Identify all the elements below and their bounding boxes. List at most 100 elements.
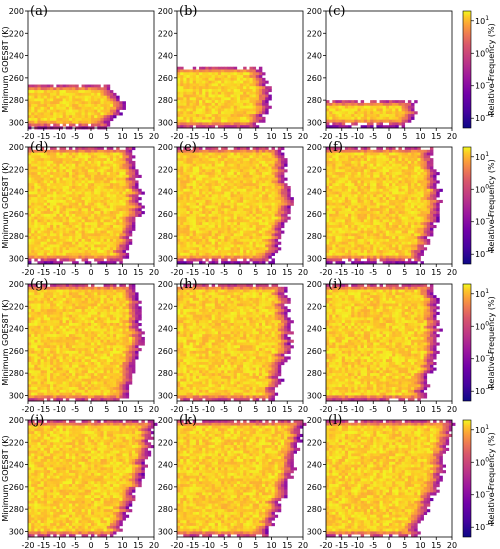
heatmap-cell [37,183,41,187]
heatmap-cell [116,227,120,231]
heatmap-cell [128,222,133,226]
heatmap-cell [240,247,244,251]
heatmap-cell [62,180,67,184]
heatmap-cell [183,94,187,98]
heatmap-cell [138,174,142,178]
heatmap-cell [224,172,228,176]
heatmap-cell [329,172,333,176]
heatmap-cell [208,188,212,192]
heatmap-cell [119,227,123,231]
heatmap-cell [183,158,187,162]
heatmap-cell [75,158,79,162]
heatmap-cell [265,80,269,84]
heatmap-cell [50,115,54,119]
heatmap-cell [287,202,291,206]
heatmap-cell [335,105,339,109]
heatmap-cell [31,244,35,248]
x-tick-label: -20 [21,132,34,141]
heatmap-cell [59,233,63,237]
heatmap-cell [271,219,275,223]
heatmap-cell [417,186,421,190]
heatmap-cell [417,166,421,170]
heatmap-cell [37,92,41,96]
heatmap-cell [43,244,48,248]
heatmap-cell [100,149,104,153]
heatmap-cell [186,244,190,248]
heatmap-cell [363,108,368,112]
heatmap-cell [252,97,257,101]
heatmap-cell [94,155,98,159]
heatmap-cell [109,202,114,206]
heatmap-cell [75,152,79,156]
heatmap-cell [37,194,41,198]
heatmap-cell [62,155,67,159]
heatmap-cell [389,180,393,184]
heatmap-cell [233,77,238,81]
heatmap-cell [59,255,63,259]
heatmap-cell [186,205,190,209]
heatmap-cell [199,180,203,184]
heatmap-cell [202,80,206,84]
heatmap-cell [389,152,393,156]
heatmap-cell [78,158,82,162]
heatmap-cell [109,225,114,229]
heatmap-cell [62,197,67,201]
heatmap-cell [43,211,48,215]
heatmap-cell [97,225,101,229]
heatmap-cell [382,174,387,178]
heatmap-cell [65,252,70,256]
heatmap-cell [205,163,209,167]
heatmap-cell [59,174,63,178]
heatmap-cell [255,236,260,240]
heatmap-cell [183,250,187,254]
heatmap-cell [202,89,206,93]
heatmap-cell [265,202,269,206]
heatmap-cell [113,261,117,265]
heatmap-cell [217,116,222,120]
heatmap-cell [31,197,35,201]
heatmap-cell [103,92,108,96]
heatmap-cell [81,115,85,119]
heatmap-cell [91,174,95,178]
heatmap-cell [214,252,219,256]
heatmap-cell [224,174,228,178]
heatmap-cell [420,149,424,153]
heatmap-cell [192,219,197,223]
heatmap-cell [84,117,89,122]
heatmap-cell [268,152,272,156]
heatmap-cell [426,155,431,159]
heatmap-cell [122,183,126,187]
heatmap-cell [103,149,108,153]
heatmap-cell [84,252,89,256]
heatmap-cell [28,101,32,105]
heatmap-cell [208,255,212,259]
heatmap-cell [379,105,383,109]
heatmap-cell [202,100,206,104]
heatmap-cell [205,108,209,112]
heatmap-cell [217,244,222,248]
heatmap-cell [208,72,212,76]
heatmap-cell [87,95,92,99]
heatmap-cell [177,199,181,204]
heatmap-cell [211,233,216,237]
heatmap-cell [417,163,421,167]
x-tick-label: -15 [37,268,50,277]
heatmap-cell [109,258,114,262]
heatmap-cell [59,117,63,122]
heatmap-cell [81,244,85,248]
heatmap-cell [249,77,253,81]
heatmap-cell [59,194,63,198]
heatmap-cell [189,241,194,245]
heatmap-cell [360,177,365,181]
heatmap-cell [227,230,231,234]
heatmap-cell [34,169,38,173]
heatmap-cell [192,169,197,173]
heatmap-cell [94,169,98,173]
heatmap-cell [240,163,244,167]
heatmap-cell [65,258,70,262]
heatmap-cell [192,258,197,262]
heatmap-cell [290,197,294,201]
heatmap-cell [351,149,355,153]
heatmap-cell [97,123,101,127]
heatmap-cell [34,191,38,195]
